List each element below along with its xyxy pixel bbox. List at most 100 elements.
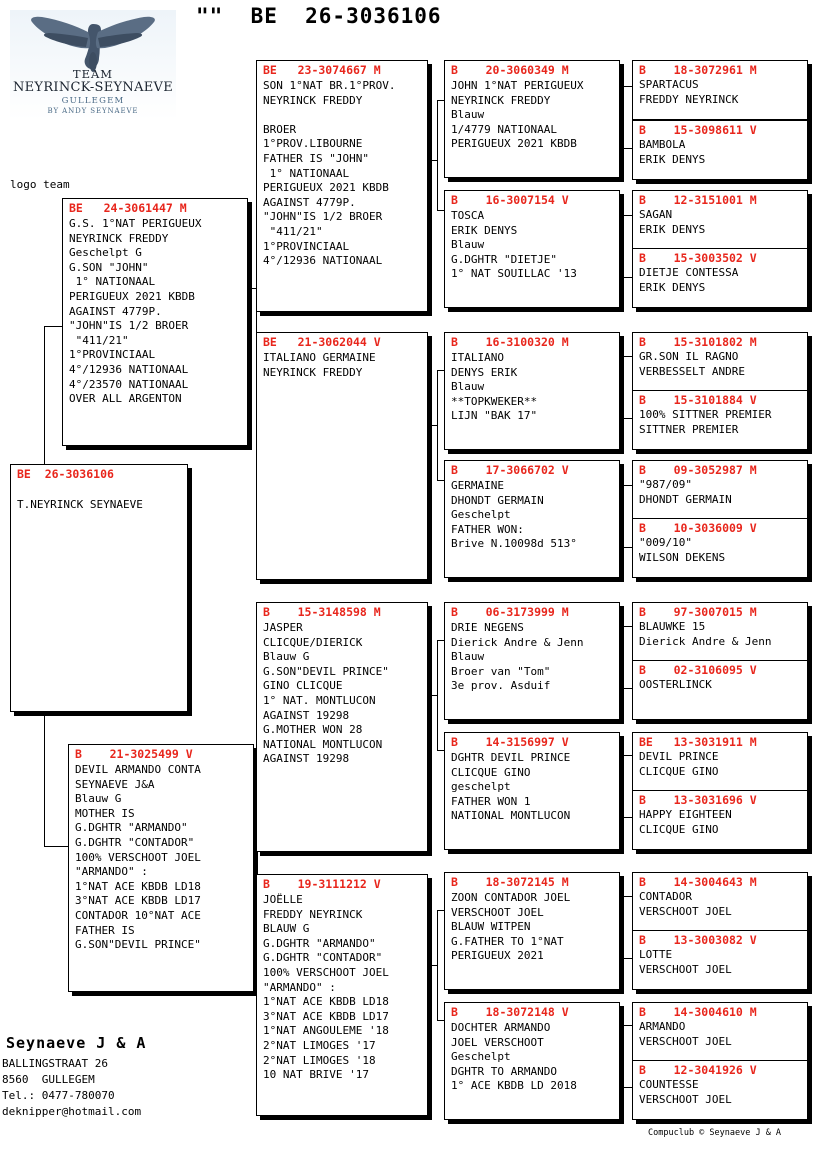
pedigree-box-gen4-0[interactable]: B 20-3060349 M JOHN 1°NAT PERIGUEUX NEYRI… (444, 60, 620, 178)
pedigree-detail-line: FATHER IS "JOHN" (263, 151, 369, 165)
connector (622, 215, 632, 216)
connector (622, 1025, 632, 1026)
pedigree-box-gen3-1[interactable]: BE 21-3062044 V ITALIANO GERMAINE NEYRINC… (256, 332, 428, 580)
pedigree-detail-line: CONTADOR (639, 890, 692, 903)
pedigree-detail-line: 1/4779 NATIONAAL (451, 122, 557, 136)
pedigree-box-gen5-2[interactable]: B 12-3151001 M SAGAN ERIK DENYS (632, 190, 808, 250)
connector (622, 86, 632, 87)
pedigree-detail-line: G.SON "JOHN" (69, 260, 149, 274)
pedigree-box-gen5-9[interactable]: B 02-3106095 V OOSTERLINCK (632, 660, 808, 720)
ring-number: B 14-3156997 V (451, 735, 569, 749)
connector (437, 750, 445, 751)
pedigree-box-gen3-3[interactable]: B 19-3111212 V JOËLLE FREDDY NEYRINCK BLAU… (256, 874, 428, 1116)
pedigree-box-gen5-7[interactable]: B 10-3036009 V "009/10" WILSON DEKENS (632, 518, 808, 578)
pedigree-detail-lines: GR.SON IL RAGNO VERBESSELT ANDRE (633, 350, 807, 379)
pedigree-box-gen3-2[interactable]: B 15-3148598 M JASPER CLICQUE/DIERICK Blau… (256, 602, 428, 852)
pedigree-detail-line: 100% SITTNER PREMIER (639, 408, 772, 421)
pedigree-detail-line: VERSCHOOT JOEL (639, 1034, 732, 1048)
pedigree-detail-line: 4°/12936 NATIONAAL (69, 362, 189, 376)
pedigree-box-gen5-6[interactable]: B 09-3052987 M "987/09" DHONDT GERMAIN (632, 460, 808, 520)
pedigree-box-gen5-8[interactable]: B 97-3007015 M BLAUWKE 15 Dierick Andre &… (632, 602, 808, 662)
pedigree-box-subject[interactable]: BE 26-3036106 T.NEYRINCK SEYNAEVE (10, 464, 188, 712)
pedigree-detail-line: CONTADOR 10°NAT ACE (75, 908, 201, 922)
pedigree-detail-lines: SPARTACUS FREDDY NEYRINCK (633, 78, 807, 107)
pedigree-detail-line: 1°PROVINCIAAL (263, 239, 350, 253)
pedigree-detail-line: "ARMANDO" : (263, 980, 336, 994)
pedigree-detail-line: GINO CLICQUE (263, 679, 343, 693)
pedigree-box-gen5-4[interactable]: B 15-3101802 M GR.SON IL RAGNO VERBESSELT… (632, 332, 808, 392)
pedigree-box-gen4-3[interactable]: B 17-3066702 V GERMAINE DHONDT GERMAIN Ges… (444, 460, 620, 578)
connector (430, 695, 437, 696)
pedigree-detail-lines: OOSTERLINCK (633, 678, 807, 693)
pedigree-box-gen4-4[interactable]: B 06-3173999 M DRIE NEGENS Dierick Andre … (444, 602, 620, 720)
pedigree-detail-line: SPARTACUS (639, 78, 699, 91)
pedigree-box-gen5-5[interactable]: B 15-3101884 V 100% SITTNER PREMIER SITTN… (632, 390, 808, 450)
ring-number: B 15-3148598 M (263, 605, 381, 619)
pedigree-detail-line: 1° NATIONAAL (263, 166, 350, 180)
pedigree-detail-line: SAGAN (639, 208, 673, 221)
pedigree-box-gen5-12[interactable]: B 14-3004643 M CONTADOR VERSCHOOT JOEL (632, 872, 808, 932)
connector (437, 640, 438, 750)
pedigree-detail-line: ITALIANO (451, 351, 504, 364)
pedigree-box-gen5-1[interactable]: B 15-3098611 V BAMBOLA ERIK DENYS (632, 120, 808, 180)
pedigree-detail-line: 1°PROVINCIAAL (69, 348, 156, 362)
pedigree-detail-lines: ARMANDO VERSCHOOT JOEL (633, 1020, 807, 1049)
pedigree-box-gen3-0[interactable]: BE 23-3074667 M SON 1°NAT BR.1°PROV. NEYR… (256, 60, 428, 312)
pedigree-box-gen5-0[interactable]: B 18-3072961 M SPARTACUS FREDDY NEYRINCK (632, 60, 808, 120)
pedigree-detail-line: VERSCHOOT JOEL (639, 962, 732, 976)
pedigree-detail-line: DGHTR DEVIL PRINCE (451, 751, 571, 764)
pedigree-detail-line: CLICQUE GINO (639, 822, 719, 836)
connector (44, 712, 48, 713)
ring-number: BE 21-3062044 V (263, 335, 381, 349)
pedigree-detail-line: 2°NAT LIMOGES '18 (263, 1053, 376, 1067)
connector (437, 1020, 445, 1021)
connector (622, 755, 632, 756)
logo-line-2: NEYRINCK-SEYNAEVE (12, 80, 174, 95)
pedigree-box-gen5-14[interactable]: B 14-3004610 M ARMANDO VERSCHOOT JOEL (632, 1002, 808, 1062)
pedigree-detail-line: JOHN 1°NAT PERIGUEUX (451, 79, 584, 92)
pedigree-detail-line: Blauw (451, 238, 485, 252)
connector (44, 326, 72, 327)
pedigree-detail-lines: SAGAN ERIK DENYS (633, 208, 807, 237)
pedigree-box-gen5-3[interactable]: B 15-3003502 V DIETJE CONTESSA ERIK DENYS (632, 248, 808, 308)
pedigree-detail-line: geschelpt (451, 780, 511, 794)
pedigree-detail-line: "JOHN"IS 1/2 BROER (69, 319, 189, 333)
connector (437, 910, 445, 911)
pedigree-box-gen2-0[interactable]: BE 24-3061447 M G.S. 1°NAT PERIGUEUX NEYR… (62, 198, 248, 446)
pedigree-detail-line: G.SON"DEVIL PRINCE" (263, 664, 389, 678)
pedigree-detail-lines: CONTADOR VERSCHOOT JOEL (633, 890, 807, 919)
pedigree-detail-line: ARMANDO (639, 1020, 686, 1033)
pedigree-box-gen5-15[interactable]: B 12-3041926 V COUNTESSE VERSCHOOT JOEL (632, 1060, 808, 1120)
connector (44, 846, 72, 847)
pedigree-detail-line: AGAINST 4779P. (69, 304, 162, 318)
ring-number: B 02-3106095 V (639, 663, 757, 677)
pedigree-box-gen4-1[interactable]: B 16-3007154 V TOSCA ERIK DENYS Blauw G.DGH… (444, 190, 620, 308)
pedigree-box-gen4-5[interactable]: B 14-3156997 V DGHTR DEVIL PRINCE CLICQUE… (444, 732, 620, 850)
pedigree-detail-line: 4°/23570 NATIONAAL (69, 377, 189, 391)
pedigree-box-gen5-13[interactable]: B 13-3003082 V LOTTE VERSCHOOT JOEL (632, 930, 808, 990)
pedigree-detail-lines: JASPER CLICQUE/DIERICK Blauw G G.SON"DEVIL … (257, 621, 427, 767)
pedigree-detail-line: Broer van "Tom" (451, 664, 551, 678)
pedigree-box-gen2-1[interactable]: B 21-3025499 V DEVIL ARMANDO CONTA SEYNAE… (68, 744, 254, 992)
pedigree-box-gen4-6[interactable]: B 18-3072145 M ZOON CONTADOR JOEL VERSCHO… (444, 872, 620, 990)
pedigree-detail-line: Tel.: 0477-780070 (2, 1089, 115, 1102)
pedigree-box-gen5-10[interactable]: BE 13-3031911 M DEVIL PRINCE CLICQUE GINO (632, 732, 808, 792)
pedigree-detail-line: 1° NATIONAAL (69, 275, 156, 289)
pedigree-detail-line: Brive N.10098d 513° (451, 537, 577, 551)
ring-number: B 18-3072148 V (451, 1005, 569, 1019)
pedigree-box-gen4-2[interactable]: B 16-3100320 M ITALIANO DENYS ERIK Blauw **… (444, 332, 620, 450)
pedigree-detail-line: "411/21" (263, 224, 323, 238)
connector (622, 277, 632, 278)
pedigree-detail-lines: DEVIL PRINCE CLICQUE GINO (633, 750, 807, 779)
pedigree-detail-line: 4°/12936 NATIONAAL (263, 254, 383, 268)
pedigree-detail-line: G.FATHER TO 1°NAT (451, 934, 564, 948)
connector (437, 100, 438, 210)
pedigree-box-gen5-11[interactable]: B 13-3031696 V HAPPY EIGHTEEN CLICQUE GIN… (632, 790, 808, 850)
ring-number: B 20-3060349 M (451, 63, 569, 77)
pedigree-box-gen4-7[interactable]: B 18-3072148 V DOCHTER ARMANDO JOEL VERSC… (444, 1002, 620, 1120)
owner-name: Seynaeve J & A (6, 1034, 147, 1052)
pedigree-detail-line: DIETJE CONTESSA (639, 266, 739, 279)
pedigree-detail-line: SON 1°NAT BR.1°PROV. (263, 79, 396, 92)
pedigree-detail-line: PERIGUEUX 2021 (451, 949, 544, 963)
pedigree-detail-line: **TOPKWEKER** (451, 394, 538, 408)
